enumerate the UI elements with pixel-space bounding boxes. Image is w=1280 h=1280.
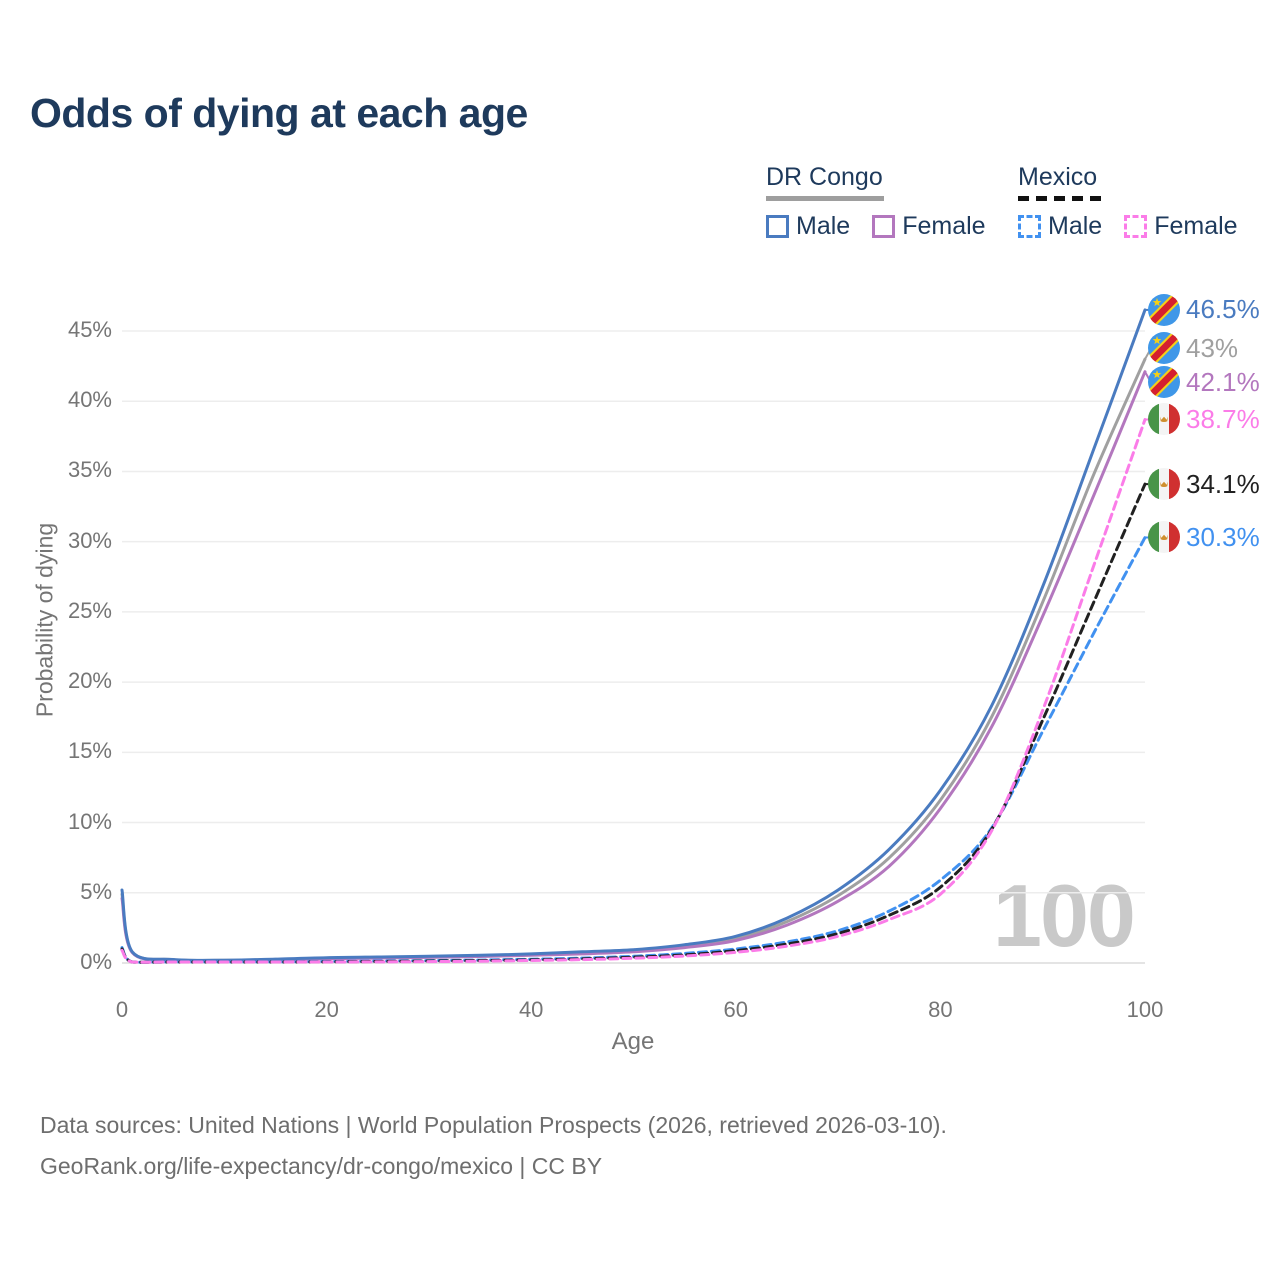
legend-item-drcongo-female[interactable]: Female bbox=[872, 212, 986, 241]
legend-item-mexico-male[interactable]: Male bbox=[1018, 212, 1102, 241]
age-watermark: 100 bbox=[993, 866, 1136, 965]
data-source-note: Data sources: United Nations | World Pop… bbox=[40, 1105, 947, 1187]
legend-header-dr-congo[interactable]: DR Congo bbox=[766, 163, 883, 191]
mexico-flag-icon bbox=[1148, 521, 1180, 554]
series-line[interactable] bbox=[120, 308, 1147, 962]
legend-item-label: Female bbox=[902, 212, 986, 240]
end-label-value: 38.7% bbox=[1186, 403, 1260, 434]
line-swatch-icon bbox=[766, 215, 789, 238]
dr-congo-flag-icon bbox=[1148, 332, 1180, 365]
page-title: Odds of dying at each age bbox=[30, 90, 528, 136]
legend-group-dr-congo: DR Congo Male Female bbox=[766, 163, 986, 241]
end-label-drcongo-both[interactable]: 43% bbox=[1148, 331, 1238, 365]
series-line[interactable] bbox=[120, 370, 1147, 963]
y-tick-label: 5% bbox=[80, 878, 112, 904]
legend-group-mexico: Mexico Male Female bbox=[1018, 163, 1238, 241]
x-tick-label: 20 bbox=[314, 997, 339, 1022]
y-tick-label: 25% bbox=[67, 597, 112, 623]
series-line[interactable] bbox=[120, 482, 1147, 964]
series-line[interactable] bbox=[120, 357, 1147, 963]
mexico-flag-icon bbox=[1148, 468, 1180, 501]
mexico-flag-icon bbox=[1148, 403, 1180, 436]
x-tick-label: 100 bbox=[1126, 997, 1164, 1022]
line-swatch-icon bbox=[872, 215, 896, 238]
legend-item-label: Male bbox=[1048, 212, 1103, 240]
end-label-value: 42.1% bbox=[1186, 366, 1260, 397]
end-label-drcongo-male[interactable]: 46.5% bbox=[1148, 293, 1260, 327]
line-swatch-icon bbox=[1124, 215, 1148, 238]
end-label-value: 43% bbox=[1186, 332, 1239, 363]
x-tick-label: 80 bbox=[928, 997, 953, 1022]
legend-item-label: Male bbox=[796, 212, 851, 240]
legend-dashed-line-sample bbox=[1018, 196, 1106, 201]
source-line-1: Data sources: United Nations | World Pop… bbox=[40, 1112, 947, 1138]
end-label-mexico-male[interactable]: 30.3% bbox=[1148, 520, 1260, 554]
end-label-value: 34.1% bbox=[1186, 468, 1260, 499]
end-label-mexico-female[interactable]: 38.7% bbox=[1148, 402, 1260, 436]
y-tick-label: 45% bbox=[67, 317, 112, 342]
end-label-value: 30.3% bbox=[1186, 521, 1260, 552]
source-line-2[interactable]: GeoRank.org/life-expectancy/dr-congo/mex… bbox=[40, 1153, 603, 1179]
end-label-value: 46.5% bbox=[1186, 294, 1260, 325]
y-tick-label: 35% bbox=[67, 457, 112, 483]
end-label-drcongo-female[interactable]: 42.1% bbox=[1148, 365, 1260, 399]
y-tick-label: 20% bbox=[67, 668, 112, 694]
legend-header-mexico[interactable]: Mexico bbox=[1018, 163, 1098, 191]
x-tick-label: 60 bbox=[723, 997, 749, 1022]
legend-item-drcongo-male[interactable]: Male bbox=[766, 212, 850, 241]
line-swatch-icon bbox=[1018, 215, 1041, 238]
series-line[interactable] bbox=[120, 418, 1147, 964]
dr-congo-flag-icon bbox=[1148, 366, 1180, 399]
legend-item-mexico-female[interactable]: Female bbox=[1124, 212, 1238, 241]
end-label-mexico-both[interactable]: 34.1% bbox=[1148, 467, 1260, 501]
y-tick-label: 40% bbox=[67, 387, 112, 413]
legend-item-label: Female bbox=[1154, 212, 1238, 240]
x-tick-label: 40 bbox=[518, 997, 544, 1022]
series-line[interactable] bbox=[120, 536, 1147, 964]
y-tick-label: 15% bbox=[67, 738, 112, 764]
dr-congo-flag-icon bbox=[1148, 293, 1180, 326]
y-tick-label: 30% bbox=[67, 527, 112, 553]
y-tick-label: 0% bbox=[80, 949, 112, 974]
y-tick-label: 10% bbox=[67, 808, 112, 834]
x-axis-title: Age bbox=[611, 1028, 655, 1055]
x-tick-label: 0 bbox=[115, 997, 129, 1022]
legend-solid-line-sample bbox=[766, 196, 884, 201]
